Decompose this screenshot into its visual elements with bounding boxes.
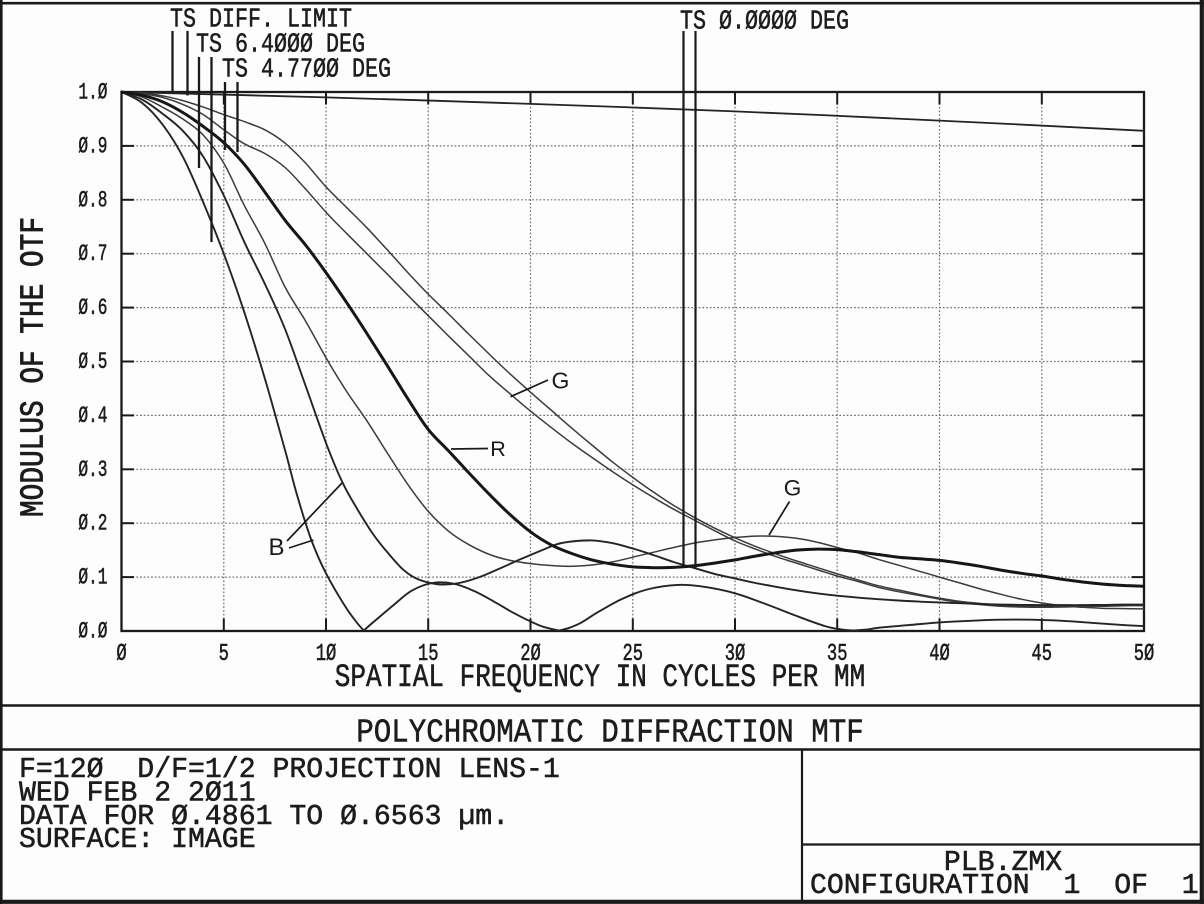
svg-text:15: 15 <box>418 641 439 668</box>
svg-text:DATA FOR Ø.4861 TO Ø.6563 µm.: DATA FOR Ø.4861 TO Ø.6563 µm. <box>19 800 509 833</box>
svg-text:25: 25 <box>623 641 644 668</box>
svg-text:TS 6.4ØØØ DEG: TS 6.4ØØØ DEG <box>196 30 365 60</box>
svg-text:3Ø: 3Ø <box>725 641 746 668</box>
svg-text:Ø.6: Ø.6 <box>78 295 107 321</box>
svg-text:Ø.5: Ø.5 <box>78 349 107 375</box>
svg-text:35: 35 <box>827 641 848 668</box>
svg-text:5Ø: 5Ø <box>1134 641 1155 668</box>
svg-text:G: G <box>552 368 570 394</box>
svg-text:45: 45 <box>1032 641 1053 668</box>
svg-text:PLB.ZMX: PLB.ZMX <box>944 846 1062 879</box>
svg-text:B: B <box>268 534 284 561</box>
svg-text:TS Ø.ØØØØ DEG: TS Ø.ØØØØ DEG <box>680 7 849 37</box>
svg-text:1Ø: 1Ø <box>316 641 337 668</box>
svg-text:Ø: Ø <box>116 641 126 668</box>
svg-text:Ø.1: Ø.1 <box>78 565 107 591</box>
svg-text:Ø.3: Ø.3 <box>78 457 107 483</box>
svg-text:2Ø: 2Ø <box>520 641 541 668</box>
svg-text:Ø.2: Ø.2 <box>78 511 107 537</box>
svg-text:CONFIGURATION 1 OF 1: CONFIGURATION 1 OF 1 <box>810 869 1199 902</box>
svg-text:F=12Ø D/F=1/2 PROJECTION LENS: F=12Ø D/F=1/2 PROJECTION LENS-1 <box>19 753 560 786</box>
svg-text:G: G <box>784 476 802 501</box>
svg-text:MODULUS OF THE OTF: MODULUS OF THE OTF <box>16 217 53 517</box>
svg-text:5: 5 <box>219 641 229 668</box>
svg-text:1.Ø: 1.Ø <box>78 80 107 106</box>
svg-text:TS DIFF. LIMIT: TS DIFF. LIMIT <box>170 5 352 35</box>
svg-text:POLYCHROMATIC DIFFRACTION MTF: POLYCHROMATIC DIFFRACTION MTF <box>356 715 864 752</box>
svg-text:Ø.8: Ø.8 <box>78 187 107 213</box>
svg-text:SPATIAL FREQUENCY IN CYCLES PE: SPATIAL FREQUENCY IN CYCLES PER MM <box>335 659 865 696</box>
svg-text:TS 4.77ØØ DEG: TS 4.77ØØ DEG <box>222 55 391 85</box>
svg-text:Ø.9: Ø.9 <box>78 133 107 159</box>
svg-text:SURFACE: IMAGE: SURFACE: IMAGE <box>19 823 256 856</box>
svg-text:Ø.4: Ø.4 <box>78 403 107 429</box>
svg-text:Ø.7: Ø.7 <box>78 241 107 267</box>
svg-text:Ø.Ø: Ø.Ø <box>78 619 107 645</box>
svg-text:WED FEB 2 2Ø11: WED FEB 2 2Ø11 <box>19 777 256 810</box>
svg-text:R: R <box>490 437 506 461</box>
svg-text:4Ø: 4Ø <box>929 641 950 668</box>
